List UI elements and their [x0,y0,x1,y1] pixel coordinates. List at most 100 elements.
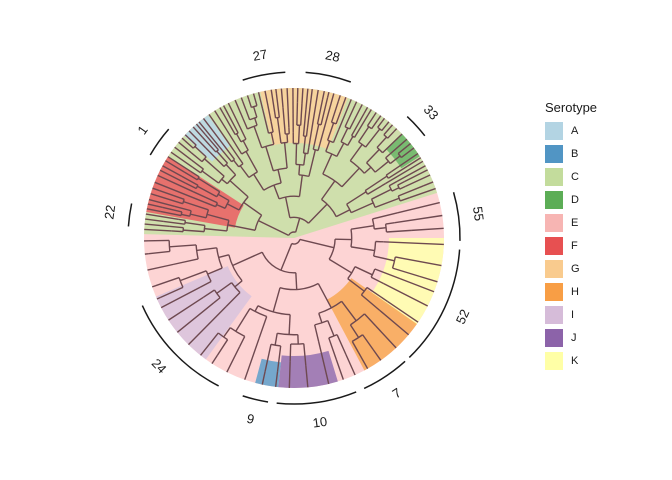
tree-branch [159,169,186,184]
tree-branch [351,341,359,353]
tree-branch [383,134,389,139]
tree-branch [326,122,335,141]
clade-arc-28 [305,71,352,83]
tree-branch [397,180,405,186]
tree-branch [211,354,219,364]
tree-branch [288,361,291,388]
tree-branch [230,126,236,135]
tree-branch [270,132,275,145]
tree-branch [363,106,369,115]
tree-branch [347,278,365,292]
tree-branch [388,180,398,187]
tree-branch [257,305,291,316]
legend-label-i: I [571,309,574,321]
tree-branch [397,201,440,214]
tree-branch [303,343,307,366]
tree-branch [178,141,192,154]
tree-branch [367,182,386,195]
tree-branch [385,121,390,126]
tree-branch [183,200,209,211]
tree-branch [253,97,258,106]
legend-swatch-h [545,283,563,301]
tree-branch [201,156,207,163]
tree-branch [196,247,217,252]
tree-branch [201,136,217,153]
tree-branch [350,313,365,326]
tree-branch [165,160,185,173]
tree-branch [286,133,289,143]
tree-branch [317,283,332,309]
tree-branch [341,300,357,322]
tree-branch [327,320,335,337]
tree-branch [191,159,204,170]
tree-branch [366,115,375,127]
tree-branch [228,143,244,165]
tree-branch [144,223,170,228]
tree-branch [221,149,233,163]
tree-branch [350,246,375,252]
tree-branch [208,114,230,145]
tree-branch [181,175,199,186]
tree-branch [288,314,291,335]
tree-branch [265,146,274,172]
tree-branch [239,165,250,178]
tree-branch [150,193,159,197]
tree-branch [178,218,186,222]
tree-branch [376,115,382,121]
tree-branch [278,195,300,200]
tree-branch [298,174,310,178]
tree-branch [374,197,400,209]
tree-branch [188,130,207,149]
tree-branch [245,151,259,173]
tree-branch [169,225,184,229]
clade-label-9: 9 [245,411,256,427]
tree-branch [305,88,309,111]
tree-overlay [144,88,444,388]
tree-branch [400,149,412,159]
tree-branch [289,344,292,362]
tree-branch [162,165,183,178]
tree-branch [160,286,184,298]
tree-branch [202,289,215,298]
tree-branch [294,217,301,233]
tree-branch [160,286,201,309]
tree-branch [385,170,393,176]
tree-branch [272,287,281,313]
tree-branch [373,255,395,262]
tree-branch [319,93,335,145]
tree-branch [291,239,301,245]
tree-branch [353,114,369,138]
tree-branch [253,173,265,191]
tree-branch [307,203,328,224]
tree-branch [307,146,310,154]
tree-branch [335,358,344,380]
tree-branch [240,97,244,102]
tree-branch [190,213,207,219]
tree-branch [227,224,256,231]
tree-branch [222,105,227,111]
tree-branch [223,327,231,338]
tree-branch [246,95,250,100]
tree-branch [274,333,278,346]
tree-branch [203,201,216,208]
tree-branch [252,93,256,98]
tree-branch [203,158,225,177]
tree-branch [148,198,175,207]
tree-branch [302,136,307,154]
tree-branch [374,268,401,280]
tree-branch [183,229,205,233]
legend-swatch-i [545,306,563,324]
tree-branch [254,214,263,231]
tree-branch [365,128,381,148]
tree-branch [298,175,304,197]
tree-branch [181,213,190,217]
tree-branch [372,349,382,361]
tree-branch [244,338,260,380]
legend-label-c: C [571,171,579,183]
clade-arc-27 [242,71,286,81]
legend-label-a: A [571,125,579,137]
tree-branch [159,190,185,201]
clade-arc-1 [149,128,170,156]
tree-branch [238,163,244,168]
tree-branch [305,365,309,388]
